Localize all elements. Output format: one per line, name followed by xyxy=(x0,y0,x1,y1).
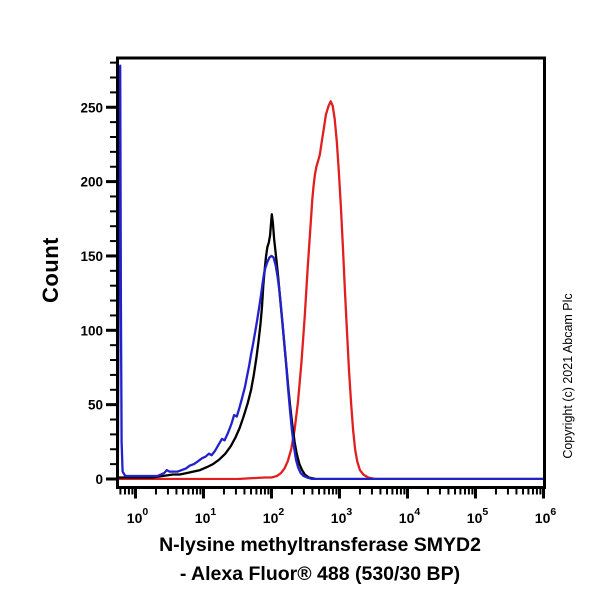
y-tick-label: 0 xyxy=(95,472,103,487)
blue-curve xyxy=(119,64,543,480)
x-axis-tick-labels: 100 101 102 103 104 105 106 xyxy=(127,506,557,526)
black-curve xyxy=(119,213,543,480)
x-tick-label: 105 xyxy=(467,506,489,526)
x-tick-label: 106 xyxy=(535,506,557,526)
y-tick-label: 200 xyxy=(80,175,103,190)
y-tick-label: 50 xyxy=(88,398,103,413)
red-curve xyxy=(119,100,543,480)
x-tick-label: 102 xyxy=(263,506,285,526)
y-tick-label: 100 xyxy=(80,323,103,338)
y-axis-tick-labels: 0 50 100 150 200 250 xyxy=(80,100,103,487)
y-axis-title: Count xyxy=(38,236,63,304)
copyright-text: Copyright (c) 2021 Abcam Plc xyxy=(561,293,575,459)
x-axis-ticks xyxy=(119,489,545,499)
x-tick-label: 104 xyxy=(399,506,421,526)
y-axis-ticks xyxy=(106,61,116,481)
plot-border xyxy=(116,56,546,489)
x-tick-label: 101 xyxy=(195,506,217,526)
y-tick-label: 150 xyxy=(80,249,103,264)
histogram-curves xyxy=(119,64,543,480)
y-tick-label: 250 xyxy=(80,100,103,115)
x-axis-title-line2: - Alexa Fluor® 488 (530/30 BP) xyxy=(179,563,461,585)
x-tick-label: 103 xyxy=(331,506,353,526)
x-axis-title: N-lysine methyltransferase SMYD2 - Alexa… xyxy=(40,531,600,589)
x-axis-title-line1: N-lysine methyltransferase SMYD2 xyxy=(159,534,481,556)
x-tick-label: 100 xyxy=(127,506,149,526)
